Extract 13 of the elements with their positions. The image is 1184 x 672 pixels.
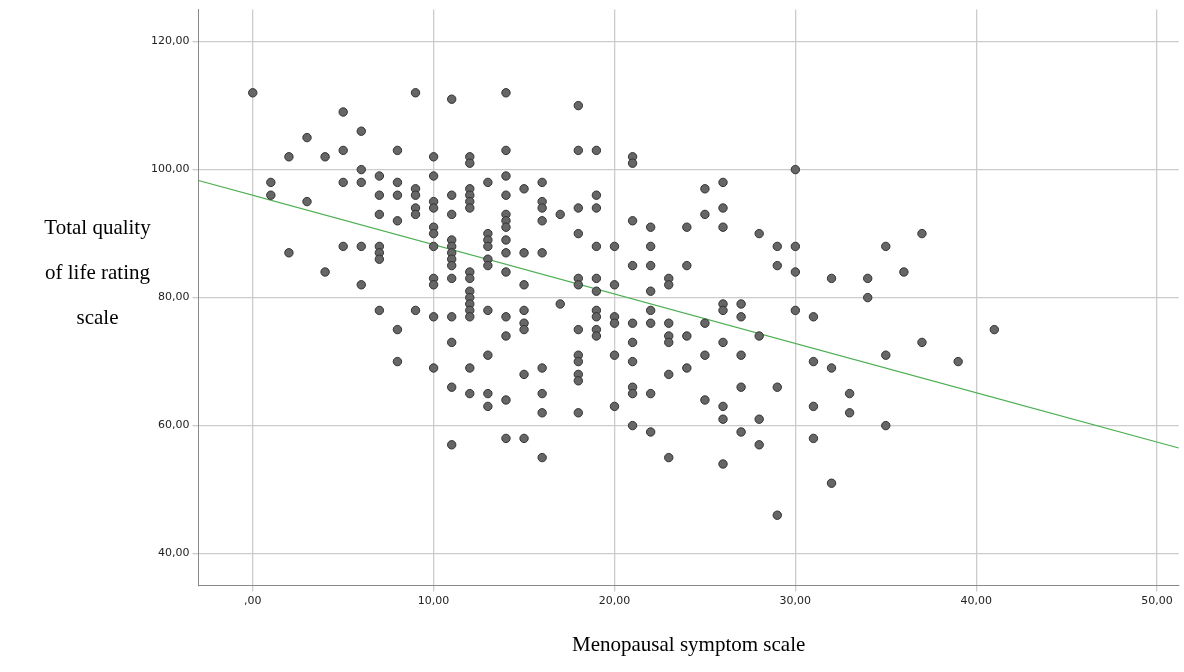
x-axis-title: Menopausal symptom scale [572, 631, 806, 656]
y-axis-title: Total quality of life rating scale [43, 214, 152, 331]
x-tick-label: 20,00 [598, 594, 631, 608]
x-tick-label: ,00 [244, 594, 262, 608]
y-tick-label: 40,00 [157, 546, 190, 560]
y-tick-label: 60,00 [157, 418, 190, 432]
y-tick-label: 100,00 [150, 162, 190, 176]
y-tick-label: 80,00 [157, 290, 190, 304]
x-tick-label: 50,00 [1141, 594, 1173, 608]
y-tick-label: 120,00 [150, 34, 190, 48]
x-tick-label: 40,00 [960, 594, 992, 608]
x-tick-label: 30,00 [779, 594, 812, 608]
x-tick-label: 10,00 [417, 594, 450, 608]
